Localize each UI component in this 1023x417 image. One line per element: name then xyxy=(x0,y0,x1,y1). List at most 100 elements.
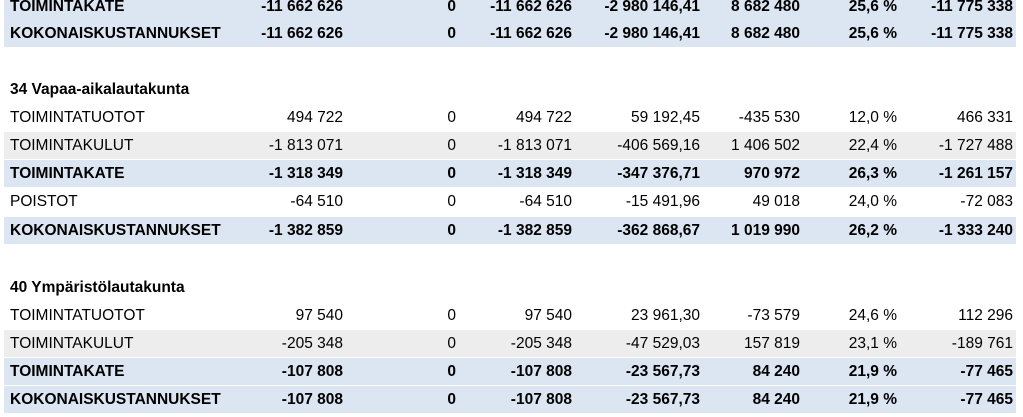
cell-value: -107 808 xyxy=(281,391,343,408)
cell-value: -107 808 xyxy=(281,363,343,380)
row-label: KOKONAISKUSTANNUKSET xyxy=(10,391,221,408)
cell-value: -1 727 488 xyxy=(938,137,1013,154)
cell-value: 1 406 502 xyxy=(731,137,800,154)
cell-percent: 24,6 % xyxy=(848,307,897,324)
cell-value: -1 318 349 xyxy=(268,165,343,182)
cell-value: 0 xyxy=(447,109,456,126)
cell-value: -64 510 xyxy=(519,193,572,210)
row-label: KOKONAISKUSTANNUKSET xyxy=(10,222,221,239)
table-row-total: TOIMINTAKATE -107 808 0 -107 808 -23 567… xyxy=(4,358,1016,385)
table-row: TOIMINTAKULUT -205 348 0 -205 348 -47 52… xyxy=(4,330,1016,357)
cell-value: 0 xyxy=(447,193,456,210)
cell-value: 970 972 xyxy=(743,165,800,182)
cell-value: 8 682 480 xyxy=(731,0,800,15)
cell-value: 0 xyxy=(447,222,456,239)
table-row-total: KOKONAISKUSTANNUKSET -107 808 0 -107 808… xyxy=(4,386,1016,413)
cell-value: 494 722 xyxy=(286,109,343,126)
cell-value: -47 529,03 xyxy=(625,335,700,352)
cell-percent: 26,3 % xyxy=(848,165,897,182)
cell-value: -11 662 626 xyxy=(490,25,572,42)
cell-value: 0 xyxy=(447,137,456,154)
cell-value: 23 961,30 xyxy=(631,307,700,324)
table-row: TOIMINTATUOTOT 97 540 0 97 540 23 961,30… xyxy=(4,302,1016,329)
cell-value: 97 540 xyxy=(295,307,343,324)
cell-value: -23 567,73 xyxy=(625,363,700,380)
section-header: 34 Vapaa-aikalautakunta xyxy=(4,76,1016,103)
row-label: TOIMINTAKULUT xyxy=(10,335,134,352)
cell-value: -11 662 626 xyxy=(261,25,343,42)
table-row: POISTOT -64 510 0 -64 510 -15 491,96 49 … xyxy=(4,188,1016,215)
cell-value: -77 465 xyxy=(960,391,1013,408)
cell-value: -72 083 xyxy=(960,193,1013,210)
table-row-total: TOIMINTAKATE -11 662 626 0 -11 662 626 -… xyxy=(4,0,1016,20)
cell-value: -1 813 071 xyxy=(268,137,343,154)
cell-value: -107 808 xyxy=(510,391,572,408)
cell-value: -2 980 146,41 xyxy=(604,25,700,42)
row-label: TOIMINTAKATE xyxy=(10,363,125,380)
cell-value: -362 868,67 xyxy=(617,222,700,239)
cell-value: -73 579 xyxy=(747,307,800,324)
cell-value: 0 xyxy=(447,363,456,380)
cell-value: 1 019 990 xyxy=(731,222,800,239)
cell-value: -1 382 859 xyxy=(268,222,343,239)
table-row-total: KOKONAISKUSTANNUKSET -1 382 859 0 -1 382… xyxy=(4,217,1016,244)
cell-value: -1 318 349 xyxy=(497,165,572,182)
cell-value: -189 761 xyxy=(951,335,1013,352)
cell-value: -107 808 xyxy=(510,363,572,380)
cell-percent: 24,0 % xyxy=(848,193,897,210)
table-row: TOIMINTATUOTOT 494 722 0 494 722 59 192,… xyxy=(4,104,1016,131)
cell-percent: 26,2 % xyxy=(848,222,897,239)
cell-value: 84 240 xyxy=(752,391,800,408)
cell-value: -1 261 157 xyxy=(938,165,1013,182)
cell-percent: 25,6 % xyxy=(848,0,897,15)
cell-percent: 21,9 % xyxy=(848,391,897,408)
cell-value: -23 567,73 xyxy=(625,391,700,408)
table-row: TOIMINTAKULUT -1 813 071 0 -1 813 071 -4… xyxy=(4,132,1016,159)
row-label: TOIMINTATUOTOT xyxy=(10,109,145,126)
section-title: 34 Vapaa-aikalautakunta xyxy=(10,81,190,98)
cell-value: -1 333 240 xyxy=(938,222,1013,239)
cell-value: 59 192,45 xyxy=(631,109,700,126)
cell-value: -1 382 859 xyxy=(497,222,572,239)
cell-value: -347 376,71 xyxy=(617,165,700,182)
cell-value: -11 662 626 xyxy=(490,0,572,15)
cell-value: 494 722 xyxy=(515,109,572,126)
cell-value: -2 980 146,41 xyxy=(604,0,700,15)
row-label: TOIMINTATUOTOT xyxy=(10,307,145,324)
cell-value: 0 xyxy=(447,335,456,352)
cell-value: -77 465 xyxy=(960,363,1013,380)
cell-value: 84 240 xyxy=(752,363,800,380)
cell-value: 49 018 xyxy=(752,193,800,210)
cell-value: -11 662 626 xyxy=(261,0,343,15)
cell-value: 157 819 xyxy=(743,335,800,352)
section-header: 40 Ympäristölautakunta xyxy=(4,274,1016,301)
cell-value: -205 348 xyxy=(281,335,343,352)
row-label: TOIMINTAKATE xyxy=(10,165,125,182)
cell-value: -435 530 xyxy=(738,109,800,126)
cell-value: 112 296 xyxy=(958,307,1013,324)
table-row-total: KOKONAISKUSTANNUKSET -11 662 626 0 -11 6… xyxy=(4,20,1016,47)
cell-value: -406 569,16 xyxy=(617,137,700,154)
cell-percent: 21,9 % xyxy=(848,363,897,380)
cell-value: 466 331 xyxy=(956,109,1013,126)
cell-value: 0 xyxy=(447,307,456,324)
cell-value: 0 xyxy=(447,165,456,182)
cell-value: 0 xyxy=(447,25,456,42)
row-label: TOIMINTAKULUT xyxy=(10,137,134,154)
section-title: 40 Ympäristölautakunta xyxy=(10,279,185,296)
cell-value: -11 775 338 xyxy=(931,0,1013,15)
cell-value: -11 775 338 xyxy=(931,25,1013,42)
row-label: POISTOT xyxy=(10,193,78,210)
cell-percent: 12,0 % xyxy=(848,109,897,126)
cell-percent: 22,4 % xyxy=(848,137,897,154)
cell-value: 97 540 xyxy=(524,307,572,324)
cell-value: -15 491,96 xyxy=(625,193,700,210)
row-label: KOKONAISKUSTANNUKSET xyxy=(10,25,221,42)
cell-value: -64 510 xyxy=(290,193,343,210)
row-label: TOIMINTAKATE xyxy=(10,0,125,15)
cell-value: -205 348 xyxy=(510,335,572,352)
cell-percent: 23,1 % xyxy=(848,335,897,352)
cell-value: -1 813 071 xyxy=(497,137,572,154)
cell-value: 8 682 480 xyxy=(731,25,800,42)
cell-value: 0 xyxy=(447,391,456,408)
